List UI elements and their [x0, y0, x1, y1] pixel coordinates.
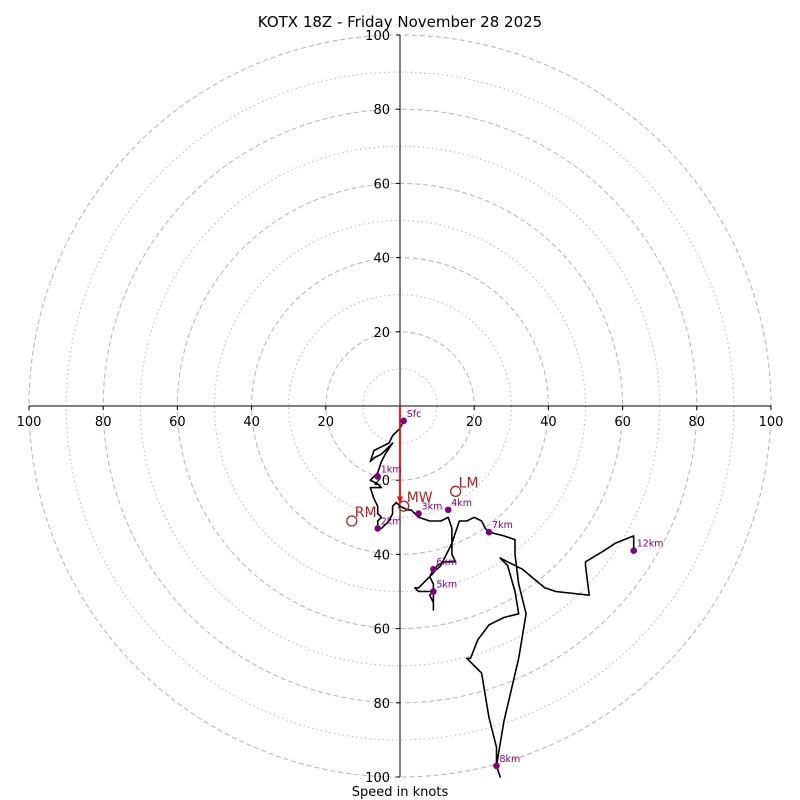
height-marker-dot [415, 510, 422, 517]
tick-labels: 100 80 60 40 20 20 40 60 80 100204060801002040608… [17, 29, 784, 786]
height-marker-label: 6km [436, 557, 457, 568]
y-tick-label-lower: 100 [365, 771, 390, 786]
height-marker-label: 5km [436, 580, 457, 591]
y-tick-label-lower: 60 [373, 623, 390, 638]
x-tick-label: 100 [17, 415, 42, 430]
x-axis-label: Speed in knots [352, 785, 449, 800]
height-marker-label: 12km [637, 539, 664, 550]
storm-motion-label: MW [407, 490, 433, 506]
height-marker-dot [444, 506, 452, 514]
height-marker-label: 1km [381, 464, 402, 475]
chart-title: KOTX 18Z - Friday November 28 2025 [258, 13, 542, 31]
storm-motion-circle [346, 515, 358, 527]
y-tick-label: 20 [373, 326, 390, 341]
height-marker-label: 4km [451, 498, 472, 509]
x-tick-label: 40 [540, 415, 557, 430]
height-marker-label: 2km [381, 516, 402, 527]
y-tick-label: 60 [373, 177, 390, 192]
height-marker-label: 7km [492, 520, 513, 531]
x-tick-label: 20 [318, 415, 335, 430]
x-tick-label: 80 [689, 415, 706, 430]
height-marker-label: 8km [499, 754, 520, 765]
x-tick-label: 40 [243, 415, 260, 430]
x-tick-label: 100 [759, 415, 784, 430]
height-marker-dot [400, 417, 408, 425]
height-marker-label: 3km [422, 502, 443, 513]
storm-motion-circle [449, 485, 462, 497]
y-tick-label: 80 [373, 103, 390, 118]
height-marker-dot [493, 762, 500, 770]
y-tick-label: 40 [373, 252, 390, 267]
height-marker-dot [430, 588, 437, 595]
storm-vector-arrowhead [397, 496, 403, 504]
height-markers: Sfc 1km 2km 3km 4km 5km 6km 7km 8km 12km [374, 409, 664, 770]
x-tick-label: 80 [95, 415, 112, 430]
storm-motion-circle [398, 500, 410, 512]
hodograph-line [369, 420, 635, 778]
height-marker-dot [430, 565, 437, 573]
height-marker-dot [485, 528, 493, 536]
height-marker-label: Sfc [407, 409, 422, 420]
y-tick-label: 100 [365, 29, 390, 44]
storm-motion-label: RM [355, 505, 377, 521]
x-tick-label: 60 [614, 415, 631, 430]
height-marker-dot [374, 525, 382, 532]
x-tick-label: 20 [466, 415, 483, 430]
storm-motion-label: LM [459, 475, 479, 491]
x-tick-label: 60 [169, 415, 186, 430]
height-marker-dot [374, 473, 382, 480]
height-marker-dot [630, 547, 638, 554]
y-tick-label-lower: 80 [373, 697, 390, 712]
y-tick-label-lower: 40 [373, 548, 390, 563]
hodograph-traces [369, 406, 635, 778]
storm-motion-markers: RM LM MW [346, 475, 479, 527]
